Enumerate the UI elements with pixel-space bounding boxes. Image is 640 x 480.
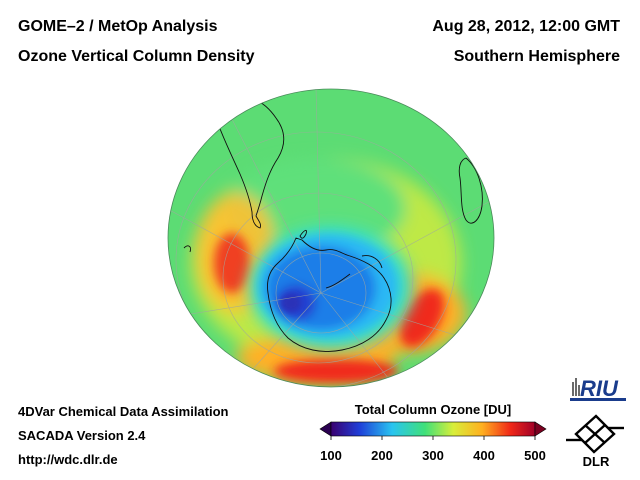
title-quantity: Ozone Vertical Column Density — [18, 48, 255, 65]
colorbar-high-arrow — [534, 421, 547, 437]
colorbar-tick-label: 100 — [320, 448, 342, 463]
colorbar-tick-label: 400 — [473, 448, 495, 463]
footer-version: SACADA Version 2.4 — [18, 428, 146, 443]
colorbar-gradient — [330, 421, 536, 437]
colorbar-tick-label: 200 — [371, 448, 393, 463]
title-datetime: Aug 28, 2012, 12:00 GMT — [432, 18, 620, 35]
colorbar-title: Total Column Ozone [DU] — [354, 402, 512, 417]
colorbar: 100 200 300 400 500 — [319, 421, 547, 463]
title-hemisphere: Southern Hemisphere — [453, 48, 620, 65]
footer-method: 4DVar Chemical Data Assimilation — [18, 404, 229, 419]
africa-outline — [458, 157, 483, 224]
antarctica-outline — [267, 237, 392, 352]
riu-logo: RIU — [570, 376, 626, 401]
dlr-logo: DLR — [566, 414, 624, 468]
south-america-outline — [215, 95, 285, 229]
footer-url[interactable]: http://wdc.dlr.de — [18, 452, 118, 467]
colorbar-low-arrow — [319, 421, 332, 437]
colorbar-tick-label: 300 — [422, 448, 444, 463]
title-satellite: GOME–2 / MetOp Analysis — [18, 18, 218, 35]
svg-text:DLR: DLR — [583, 454, 610, 468]
svg-text:RIU: RIU — [580, 376, 619, 401]
colorbar-tick-label: 500 — [524, 448, 546, 463]
ozone-globe-map — [167, 88, 495, 388]
